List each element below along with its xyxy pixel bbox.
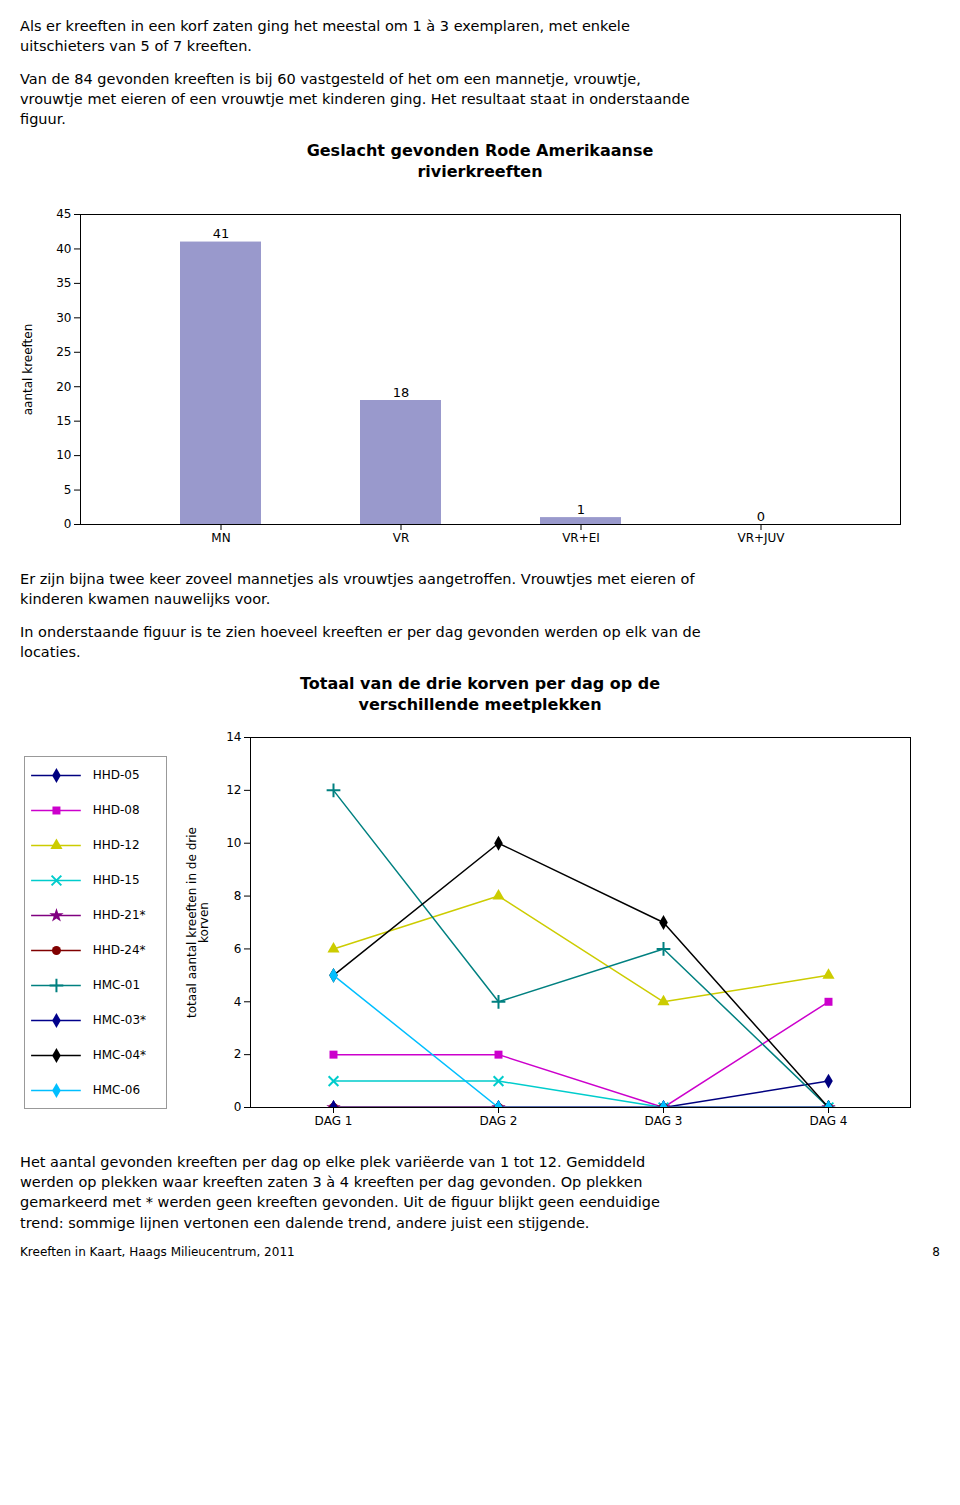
svg-text:DAG 3: DAG 3 [645, 1114, 683, 1128]
html-text:8: 8 [932, 1245, 940, 1259]
svg-text:HMC-06: HMC-06 [93, 1083, 140, 1097]
svg-text:14: 14 [226, 730, 241, 744]
svg-text:12: 12 [226, 783, 241, 797]
html-text:In onderstaande figuur is te z: In onderstaande figuur is te zien hoevee… [20, 623, 701, 660]
svg-text:VR+JUV: VR+JUV [737, 531, 785, 545]
svg-text:6: 6 [234, 942, 242, 956]
svg-text:15: 15 [56, 414, 71, 428]
html-text:Van de 84 gevonden kreeften is: Van de 84 gevonden kreeften is bij 60 va… [20, 70, 690, 128]
svg-text:HHD-24*: HHD-24* [93, 943, 146, 957]
svg-text:41: 41 [213, 226, 230, 241]
svg-text:HHD-12: HHD-12 [93, 838, 140, 852]
svg-text:HHD-05: HHD-05 [93, 768, 140, 782]
svg-text:DAG 4: DAG 4 [810, 1114, 848, 1128]
svg-text:HMC-03*: HMC-03* [93, 1013, 146, 1027]
svg-text:35: 35 [56, 276, 71, 290]
svg-text:5: 5 [64, 483, 72, 497]
svg-text:20: 20 [56, 380, 71, 394]
svg-text:DAG 1: DAG 1 [315, 1114, 353, 1128]
html-text:Er zijn bijna twee keer zoveel: Er zijn bijna twee keer zoveel mannetjes… [20, 571, 695, 608]
html-text:Totaal van de drie korven per: Totaal van de drie korven per dag op de … [300, 674, 660, 715]
svg-text:30: 30 [56, 311, 71, 325]
svg-text:0: 0 [234, 1100, 242, 1114]
svg-text:45: 45 [56, 207, 71, 221]
svg-text:HMC-01: HMC-01 [93, 978, 140, 992]
svg-text:10: 10 [226, 836, 241, 850]
svg-text:2: 2 [234, 1047, 242, 1061]
svg-text:HHD-21*: HHD-21* [93, 908, 146, 922]
html-text:Geslacht gevonden Rode Amerika: Geslacht gevonden Rode Amerikaanse rivie… [306, 141, 654, 182]
svg-text:aantal kreeften: aantal kreeften [21, 324, 35, 416]
svg-text:10: 10 [56, 449, 71, 463]
svg-text:0: 0 [64, 517, 72, 531]
svg-text:MN: MN [211, 531, 230, 545]
svg-text:VR+EI: VR+EI [562, 531, 600, 545]
svg-text:1: 1 [577, 502, 585, 517]
svg-text:25: 25 [56, 345, 71, 359]
svg-text:18: 18 [393, 385, 410, 400]
svg-text:DAG 2: DAG 2 [480, 1114, 518, 1128]
svg-text:totaal aantal kreeften in de d: totaal aantal kreeften in de driekorven [185, 827, 211, 1018]
svg-text:VR: VR [393, 531, 410, 545]
svg-text:HHD-08: HHD-08 [93, 803, 140, 817]
html-text:Kreeften in Kaart, Haags Milie: Kreeften in Kaart, Haags Milieucentrum, … [20, 1245, 295, 1259]
svg-text:4: 4 [234, 994, 242, 1008]
svg-text:8: 8 [234, 889, 242, 903]
svg-text:0: 0 [757, 509, 765, 524]
html-text:Het aantal gevonden kreeften p: Het aantal gevonden kreeften per dag op … [20, 1153, 660, 1231]
html-text:Als er kreeften in een korf za: Als er kreeften in een korf zaten ging h… [20, 18, 630, 55]
svg-text:HHD-15: HHD-15 [93, 873, 140, 887]
svg-text:HMC-04*: HMC-04* [93, 1048, 146, 1062]
svg-text:40: 40 [56, 242, 71, 256]
